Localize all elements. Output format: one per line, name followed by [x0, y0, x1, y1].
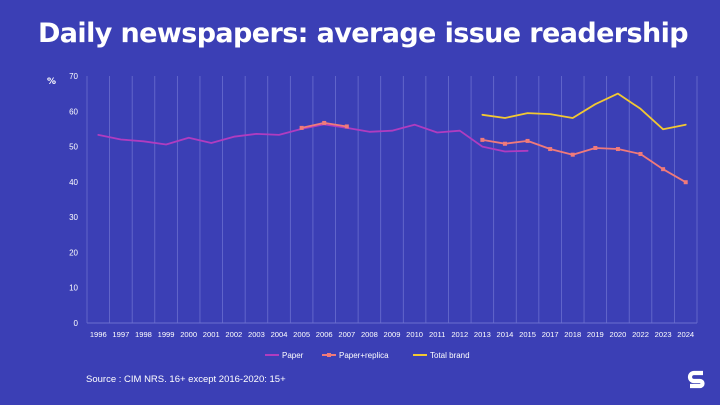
chart-legend: Paper Paper+replica Total brand	[265, 351, 470, 360]
line-chart: 0 10 20 30 40 50 60 70% 1996 1997 1998 1999 2000 200…	[47, 72, 698, 360]
y-tick-label: 20	[69, 248, 78, 257]
data-point	[299, 125, 304, 130]
series-line	[481, 92, 687, 131]
y-tick-label: 10	[69, 284, 78, 293]
data-point	[322, 120, 327, 125]
x-axis: 1996 1997 1998 1999 2000 2001 2002 2003 2004 2005…	[90, 330, 694, 339]
series-line	[481, 139, 687, 184]
data-point	[683, 180, 688, 185]
s-logo-icon	[687, 370, 705, 389]
chart-grid	[86, 76, 698, 324]
data-point	[548, 147, 553, 152]
x-tick-label: 2018	[564, 330, 581, 339]
data-point	[480, 137, 485, 142]
y-axis: 0 10 20 30 40 50 60 70%	[47, 72, 79, 328]
x-tick-label: 2010	[406, 330, 423, 339]
x-tick-label: 2007	[338, 330, 355, 339]
y-tick-label: 30	[69, 213, 78, 222]
source-note: Source : CIM NRS. 16+ except 2016-2020: …	[86, 374, 286, 385]
legend-marker	[327, 353, 331, 357]
data-point	[344, 124, 349, 129]
x-tick-label: 2020	[609, 330, 626, 339]
y-tick-label: 40	[69, 178, 78, 187]
data-point	[615, 147, 620, 152]
data-point	[638, 151, 643, 156]
x-tick-label: 2011	[429, 330, 445, 339]
x-tick-label: 2009	[384, 330, 401, 339]
x-tick-label: 2000	[180, 330, 197, 339]
x-tick-label: 2001	[203, 330, 220, 339]
x-tick-label: 1997	[112, 330, 129, 339]
x-tick-label: 2023	[655, 330, 672, 339]
x-tick-label: 2013	[474, 330, 491, 339]
data-point	[593, 145, 598, 150]
y-tick-label: 60	[69, 107, 78, 116]
x-tick-label: 2004	[271, 330, 288, 339]
x-tick-label: 2006	[316, 330, 333, 339]
data-point	[661, 167, 666, 172]
x-tick-label: 1998	[135, 330, 152, 339]
series-paper-replica	[299, 120, 688, 185]
x-tick-label: 2015	[519, 330, 536, 339]
legend-label: Paper+replica	[339, 351, 389, 360]
chart-title: Daily newspapers: average issue readersh…	[38, 18, 689, 49]
chart-series	[97, 92, 688, 185]
x-tick-label: 1999	[158, 330, 175, 339]
x-tick-label: 2005	[293, 330, 310, 339]
series-line	[97, 123, 529, 153]
x-tick-label: 2014	[497, 330, 514, 339]
x-tick-label: 2003	[248, 330, 265, 339]
y-tick-label: 50	[69, 143, 78, 152]
x-tick-label: 2002	[225, 330, 242, 339]
x-tick-label: 1996	[90, 330, 107, 339]
legend-label: Total brand	[430, 351, 470, 360]
data-point	[502, 141, 507, 146]
x-tick-label: 2019	[587, 330, 604, 339]
x-tick-label: 2012	[451, 330, 468, 339]
series-total-brand	[481, 92, 687, 131]
x-tick-label: 2024	[677, 330, 694, 339]
data-point	[525, 138, 530, 143]
x-tick-label: 2022	[632, 330, 649, 339]
x-tick-label: 2008	[361, 330, 378, 339]
x-tick-label: 2017	[542, 330, 559, 339]
legend-label: Paper	[282, 351, 304, 360]
series-paper	[97, 123, 529, 153]
data-point	[570, 152, 575, 157]
y-tick-label: 0	[74, 319, 79, 328]
y-axis-label: %	[47, 77, 56, 87]
y-tick-label: 70	[69, 72, 78, 81]
